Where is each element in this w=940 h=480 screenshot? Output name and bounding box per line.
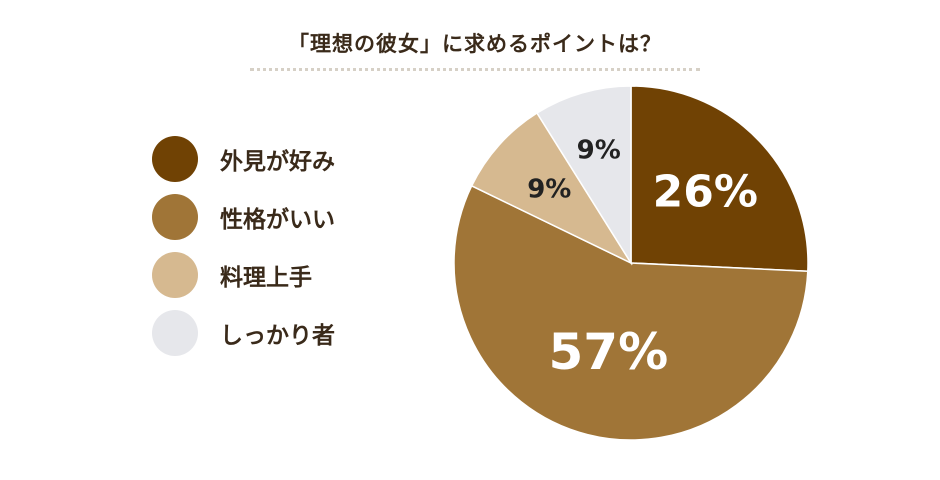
title-underline <box>250 68 700 71</box>
pie-label-personality: 57% <box>548 323 668 381</box>
legend-item-reliable: しっかり者 <box>152 308 335 358</box>
pie-slice-reliable <box>535 85 632 266</box>
pie-label-appearance: 26% <box>653 167 758 218</box>
legend-label-appearance: 外見が好み <box>220 149 335 175</box>
legend-swatch-personality <box>152 194 198 240</box>
legend-swatch-reliable <box>152 310 198 356</box>
pie-slice-personality <box>453 184 809 441</box>
legend-item-cooking: 料理上手 <box>152 250 335 300</box>
legend-item-appearance: 外見が好み <box>152 134 335 184</box>
legend-label-cooking: 料理上手 <box>220 265 312 291</box>
chart-title: 「理想の彼女」に求めるポイントは？ <box>288 32 662 56</box>
legend-label-personality: 性格がいい <box>220 207 335 233</box>
pie-slice-appearance <box>630 85 809 273</box>
pie-label-reliable: 9% <box>577 136 621 166</box>
legend-swatch-cooking <box>152 252 198 298</box>
pie-slice-cooking <box>470 111 634 265</box>
pie-label-cooking: 9% <box>527 175 571 205</box>
legend-swatch-appearance <box>152 136 198 182</box>
legend-item-personality: 性格がいい <box>152 192 335 242</box>
legend: 外見が好み 性格がいい 料理上手 しっかり者 <box>152 134 335 366</box>
legend-label-reliable: しっかり者 <box>220 323 335 349</box>
